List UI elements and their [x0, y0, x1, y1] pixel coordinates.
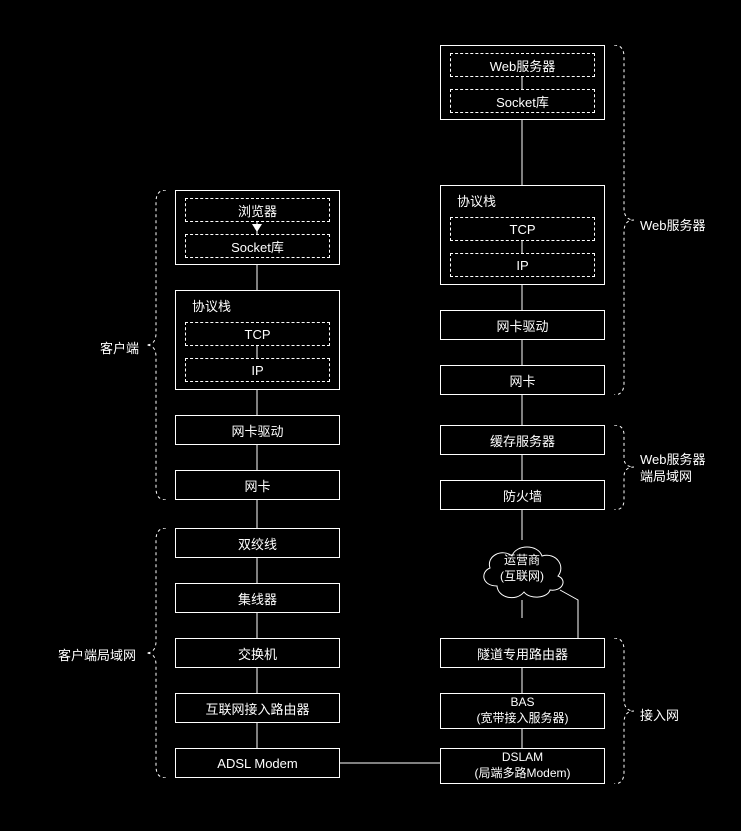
- internet-router-label: 互联网接入路由器: [205, 699, 309, 718]
- server-tcp-box: TCP: [450, 217, 595, 241]
- adsl-modem-label: ADSL Modem: [217, 756, 297, 771]
- client-socket-label: Socket库: [231, 237, 284, 256]
- adsl-modem-box: ADSL Modem: [175, 748, 340, 778]
- weblan-l1: Web服务器: [640, 452, 706, 467]
- cloud-l1: 运营商: [504, 553, 540, 567]
- firewall-box: 防火墙: [440, 480, 605, 510]
- client-nic-driver-label: 网卡驱动: [231, 421, 283, 440]
- webserver-brace: [612, 45, 634, 395]
- hub-label: 集线器: [238, 589, 277, 608]
- dslam-l2: (局端多路Modem): [474, 766, 570, 782]
- server-nic-driver-label: 网卡驱动: [496, 316, 548, 335]
- client-lan-brace-label: 客户端局域网: [58, 645, 136, 664]
- client-tcp-box: TCP: [185, 322, 330, 346]
- server-nic-label: 网卡: [509, 371, 535, 390]
- bas-l1: BAS: [510, 695, 534, 711]
- hub-box: 集线器: [175, 583, 340, 613]
- server-socket-box: Socket库: [450, 89, 595, 113]
- cloud-text: 运营商 (互联网): [482, 553, 562, 584]
- server-nic-box: 网卡: [440, 365, 605, 395]
- client-ip-box: IP: [185, 358, 330, 382]
- server-socket-label: Socket库: [496, 92, 549, 111]
- server-ip-box: IP: [450, 253, 595, 277]
- client-nic-box: 网卡: [175, 470, 340, 500]
- tunnel-router-label: 隧道专用路由器: [477, 644, 568, 663]
- server-protocol-label: 协议栈: [457, 191, 496, 210]
- dslam-box: DSLAM (局端多路Modem): [440, 748, 605, 784]
- bas-box: BAS (宽带接入服务器): [440, 693, 605, 729]
- arrow-icon: [252, 224, 262, 232]
- twisted-pair-box: 双绞线: [175, 528, 340, 558]
- webserver-brace-label: Web服务器: [640, 215, 706, 234]
- weblan-brace-label: Web服务器 端局域网: [640, 452, 706, 486]
- browser-box: 浏览器: [185, 198, 330, 222]
- client-brace: [146, 190, 168, 500]
- cloud-l2: (互联网): [500, 569, 544, 583]
- client-protocol-label: 协议栈: [192, 296, 231, 315]
- cache-server-box: 缓存服务器: [440, 425, 605, 455]
- client-nic-label: 网卡: [244, 476, 270, 495]
- weblan-l2: 端局域网: [640, 469, 692, 484]
- webserver-box: Web服务器: [450, 53, 595, 77]
- twisted-pair-label: 双绞线: [238, 534, 277, 553]
- weblan-brace: [612, 425, 634, 510]
- server-tcp-label: TCP: [510, 222, 536, 237]
- firewall-label: 防火墙: [503, 486, 542, 505]
- webserver-label: Web服务器: [490, 56, 556, 75]
- switch-box: 交换机: [175, 638, 340, 668]
- server-nic-driver-box: 网卡驱动: [440, 310, 605, 340]
- client-ip-label: IP: [251, 363, 263, 378]
- client-lan-brace: [146, 528, 168, 778]
- browser-label: 浏览器: [238, 201, 277, 220]
- server-ip-label: IP: [516, 258, 528, 273]
- client-tcp-label: TCP: [245, 327, 271, 342]
- switch-label: 交换机: [238, 644, 277, 663]
- internet-router-box: 互联网接入路由器: [175, 693, 340, 723]
- client-brace-label: 客户端: [100, 338, 139, 357]
- tunnel-router-box: 隧道专用路由器: [440, 638, 605, 668]
- access-brace: [612, 638, 634, 784]
- client-socket-box: Socket库: [185, 234, 330, 258]
- access-brace-label: 接入网: [640, 705, 679, 724]
- dslam-l1: DSLAM: [502, 750, 543, 766]
- bas-l2: (宽带接入服务器): [477, 711, 569, 727]
- client-nic-driver-box: 网卡驱动: [175, 415, 340, 445]
- cache-server-label: 缓存服务器: [490, 431, 555, 450]
